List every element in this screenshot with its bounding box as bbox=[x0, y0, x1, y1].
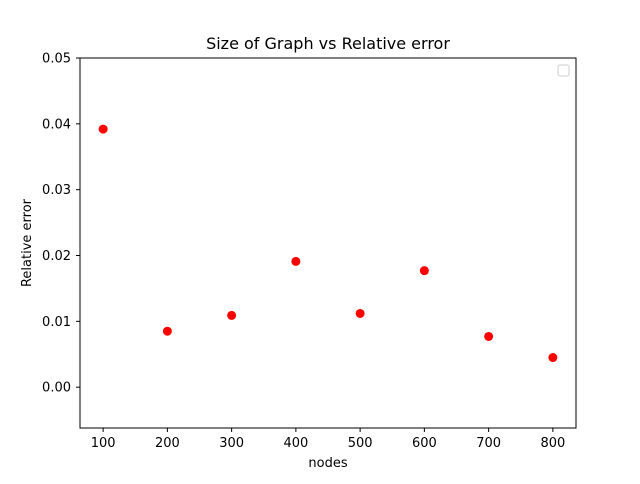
x-axis-label: nodes bbox=[308, 456, 347, 471]
y-tick-label: 0.00 bbox=[42, 381, 71, 396]
data-point bbox=[484, 331, 494, 341]
y-tick-label: 0.02 bbox=[42, 249, 71, 264]
x-tick-label: 200 bbox=[155, 436, 180, 451]
data-point bbox=[419, 266, 429, 276]
legend-box bbox=[557, 64, 570, 77]
x-tick-label: 400 bbox=[283, 436, 308, 451]
data-point bbox=[98, 124, 108, 134]
data-point bbox=[548, 353, 558, 363]
y-tick-label: 0.04 bbox=[42, 117, 71, 132]
x-axis-ticks: 100 200 300 400 500 600 700 800 bbox=[91, 428, 565, 451]
plot-frame bbox=[79, 57, 577, 429]
x-tick-label: 600 bbox=[412, 436, 437, 451]
y-axis-ticks: 0.00 0.01 0.02 0.03 0.04 0.05 bbox=[42, 52, 80, 396]
x-tick-label: 100 bbox=[91, 436, 116, 451]
data-points bbox=[98, 124, 558, 363]
data-point bbox=[162, 326, 172, 336]
x-tick-label: 500 bbox=[348, 436, 373, 451]
x-tick-label: 700 bbox=[476, 436, 501, 451]
data-point bbox=[291, 256, 301, 266]
y-tick-label: 0.05 bbox=[42, 52, 71, 67]
y-axis-label: Relative error bbox=[20, 198, 35, 287]
x-tick-label: 300 bbox=[219, 436, 244, 451]
y-tick-label: 0.01 bbox=[42, 315, 71, 330]
x-tick-label: 800 bbox=[540, 436, 565, 451]
chart-title: Size of Graph vs Relative error bbox=[206, 34, 450, 53]
data-point bbox=[355, 308, 365, 318]
y-tick-label: 0.03 bbox=[42, 183, 71, 198]
data-point bbox=[227, 310, 237, 320]
